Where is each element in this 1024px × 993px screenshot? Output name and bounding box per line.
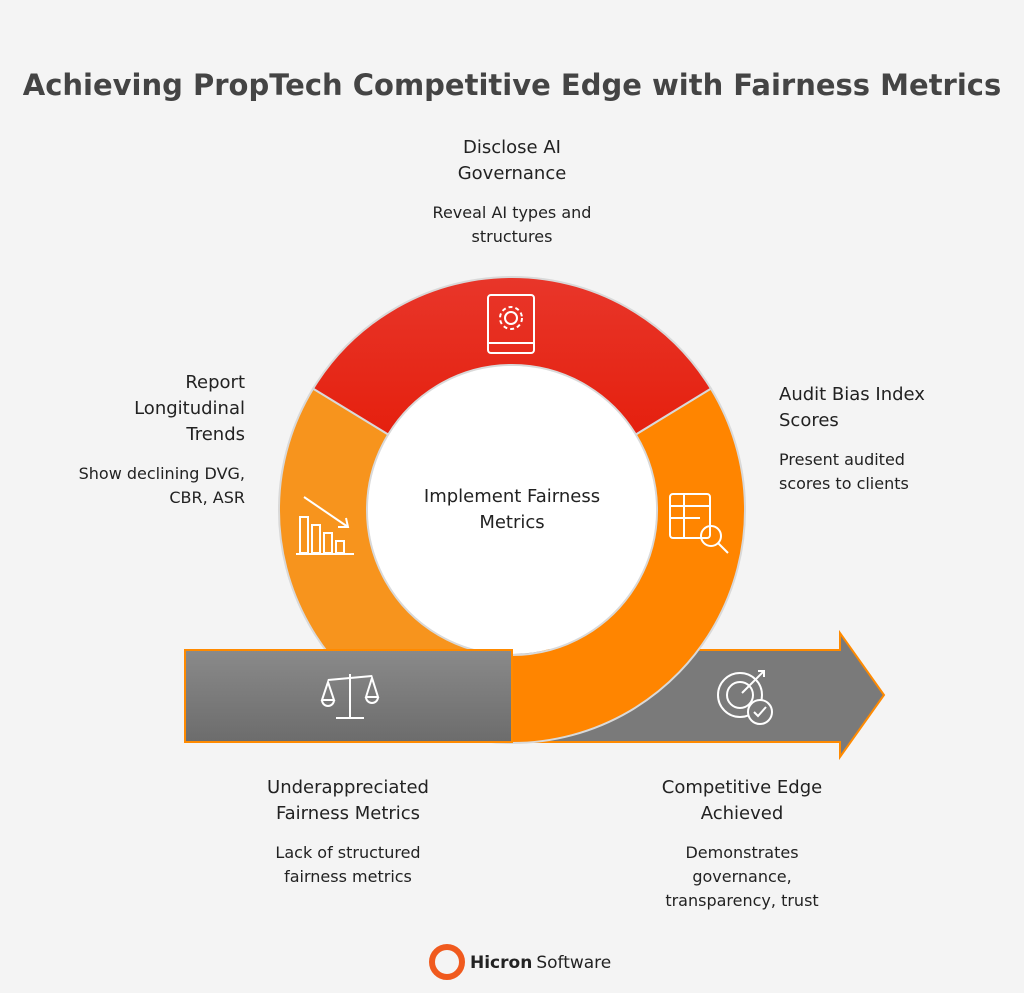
center-label: Implement Fairness Metrics bbox=[367, 484, 657, 536]
stage-description-line: Demonstrates bbox=[685, 843, 799, 862]
brand-product: Software bbox=[536, 953, 611, 973]
stage-description-line: structures bbox=[471, 227, 553, 246]
stage-description-line: governance, bbox=[692, 867, 792, 886]
icon-target bbox=[717, 670, 773, 725]
stage-title: Audit Bias Index Scores bbox=[779, 382, 999, 434]
stage-title-line: Achieved bbox=[700, 803, 784, 824]
logo: Hicron Software bbox=[429, 944, 611, 980]
stage: Disclose AI Governance Reveal AI types and… bbox=[362, 135, 662, 249]
stage-title-line: Disclose AI bbox=[463, 137, 561, 158]
stage-title-line: Scores bbox=[779, 410, 839, 431]
icon-scales bbox=[320, 674, 380, 719]
stage: Report Longitudinal Trends Show declining D… bbox=[45, 370, 245, 510]
stage: Competitive Edge Achieved Demonstrates gove… bbox=[592, 775, 892, 913]
stage-description-line: transparency, trust bbox=[665, 891, 819, 910]
stage-description-line: CBR, ASR bbox=[169, 488, 245, 507]
stage-title-line: Trends bbox=[186, 424, 245, 445]
ring-segment bbox=[311, 275, 713, 436]
stage-title-line: Longitudinal bbox=[134, 398, 245, 419]
stage-description: Demonstrates governance, transparency, tru… bbox=[592, 841, 892, 913]
center-line: Metrics bbox=[479, 512, 545, 533]
stage: Underappreciated Fairness Metrics Lack of … bbox=[198, 775, 498, 889]
stage-description-line: Show declining DVG, bbox=[78, 464, 245, 483]
stage-description-line: Reveal AI types and bbox=[432, 203, 592, 222]
center-line: Implement Fairness bbox=[423, 486, 601, 507]
stage-description: Present audited scores to clients bbox=[779, 448, 999, 496]
stage: Audit Bias Index Scores Present audited sco… bbox=[779, 382, 999, 496]
icon-book bbox=[487, 294, 535, 354]
stage-description: Reveal AI types and structures bbox=[362, 201, 662, 249]
stage-title: Underappreciated Fairness Metrics bbox=[198, 775, 498, 827]
title: Achieving PropTech Competitive Edge with… bbox=[23, 68, 1002, 102]
stage-description-line: fairness metrics bbox=[284, 867, 412, 886]
stage-title: Report Longitudinal Trends bbox=[45, 370, 245, 448]
arrow-left bbox=[184, 649, 513, 743]
stage-title: Competitive Edge Achieved bbox=[592, 775, 892, 827]
stage-description: Show declining DVG, CBR, ASR bbox=[45, 462, 245, 510]
stage-title-line: Underappreciated bbox=[267, 777, 429, 798]
stage-title-line: Report bbox=[185, 372, 245, 393]
stage-description-line: scores to clients bbox=[779, 474, 909, 493]
stage-description-line: Lack of structured bbox=[275, 843, 421, 862]
brand: Hicron bbox=[470, 953, 532, 973]
icon-table-search bbox=[669, 493, 729, 554]
stage-description: Lack of structured fairness metrics bbox=[198, 841, 498, 889]
stage-title-line: Fairness Metrics bbox=[275, 803, 421, 824]
stage-title-line: Governance bbox=[457, 163, 567, 184]
stage-title-line: Audit Bias Index bbox=[779, 384, 925, 405]
icon-chart-down bbox=[296, 496, 354, 555]
ring bbox=[277, 275, 747, 745]
stage-title: Disclose AI Governance bbox=[362, 135, 662, 187]
stage-description-line: Present audited bbox=[779, 450, 905, 469]
ring-hole bbox=[368, 366, 656, 654]
stage-title-line: Competitive Edge bbox=[661, 777, 823, 798]
ring-segment bbox=[511, 387, 747, 745]
